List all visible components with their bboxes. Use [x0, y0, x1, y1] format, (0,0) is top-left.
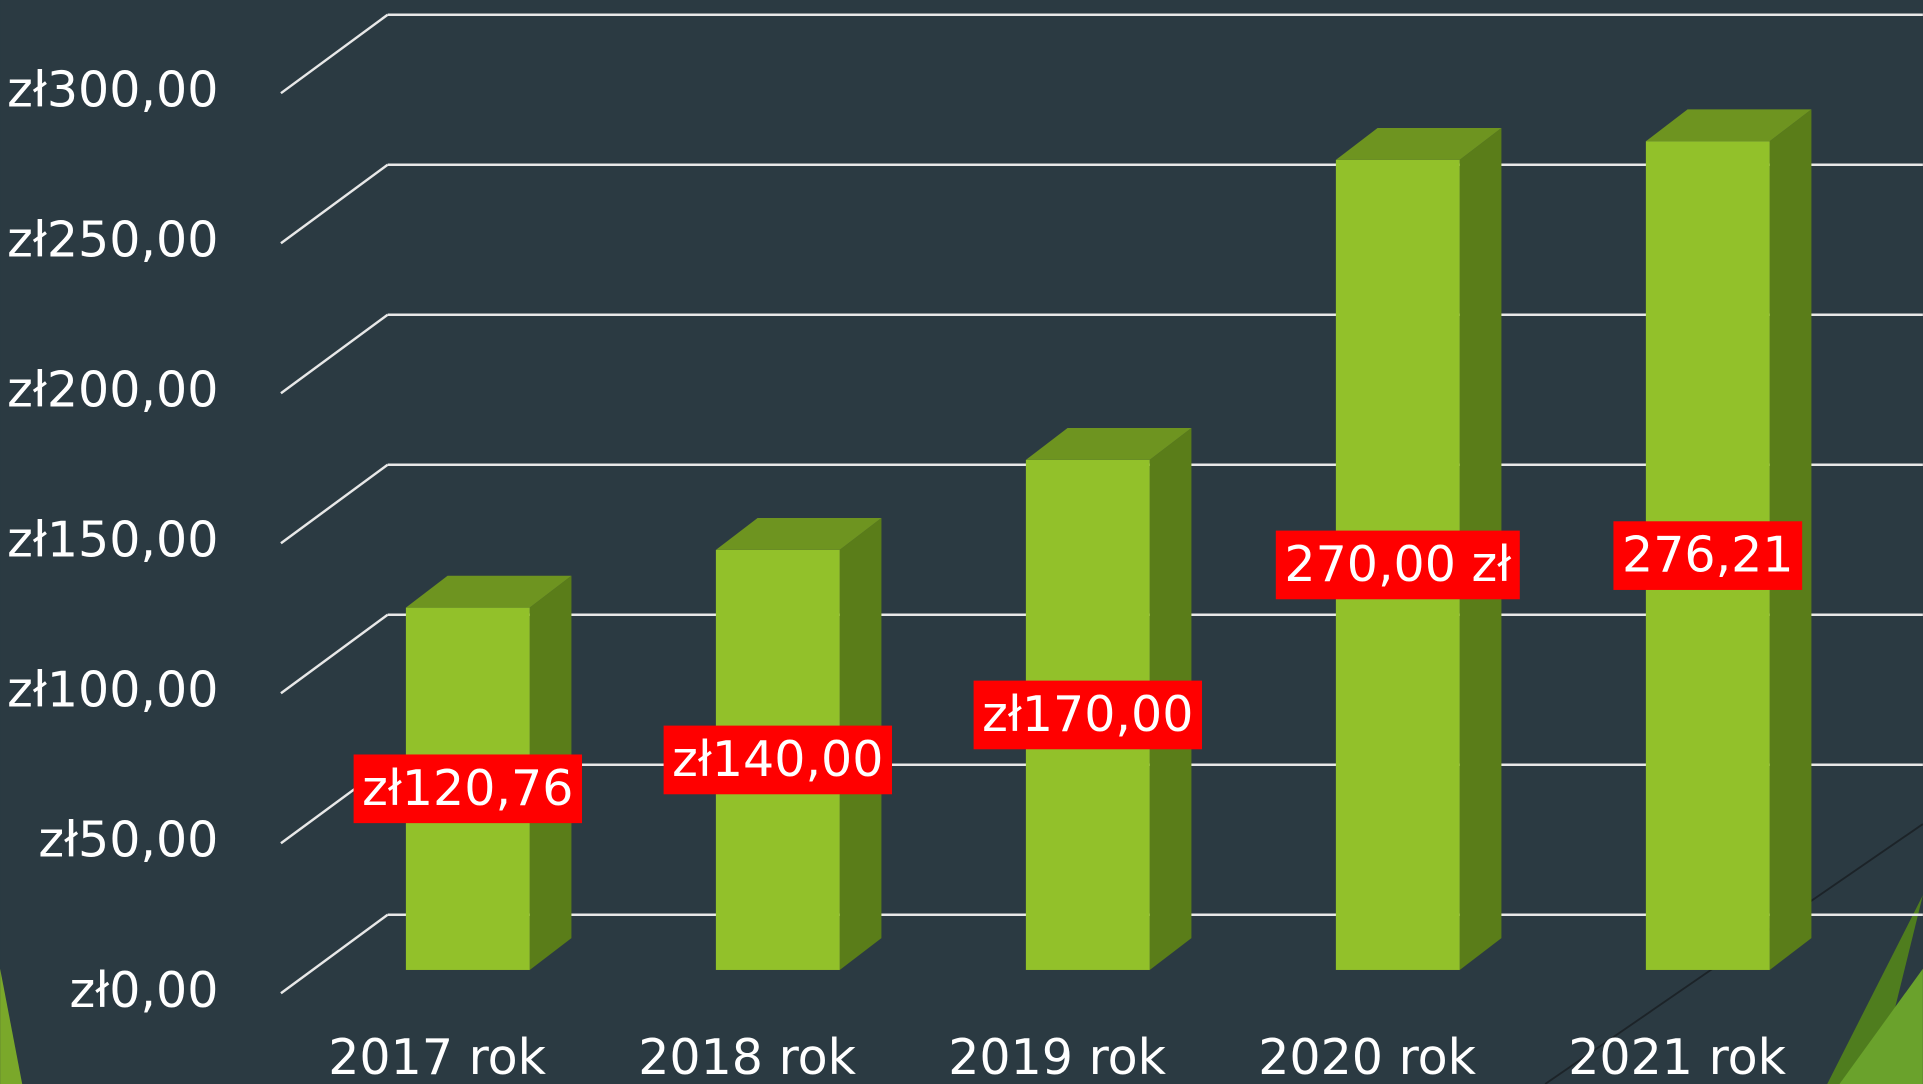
data-label: zł120,76 — [362, 759, 573, 817]
grid-line-side — [280, 613, 389, 695]
data-label: zł170,00 — [982, 685, 1193, 743]
bar-top — [715, 518, 882, 550]
bar-top — [1025, 428, 1192, 460]
y-tick-label: zł200,00 — [7, 361, 218, 419]
grid-line-side — [280, 163, 389, 245]
y-tick-label: zł150,00 — [7, 511, 218, 569]
x-tick-label: 2019 rok — [948, 1028, 1166, 1084]
y-tick-label: zł50,00 — [38, 811, 218, 869]
grid-line-side — [280, 463, 389, 545]
grid-line-side — [280, 313, 389, 395]
grid: zł0,00 zł50,00 zł100,00 zł150,00 zł200,00 zł2… — [7, 13, 1923, 1019]
data-label: 270,00 zł — [1284, 535, 1511, 593]
bar-top — [1645, 109, 1812, 142]
bar-top — [405, 575, 572, 608]
bars: zł120,76 2017 rok zł140,00 2018 rok zł170,00… — [328, 109, 1812, 1084]
x-tick-label: 2017 rok — [328, 1028, 546, 1084]
decoration — [1839, 968, 1923, 1084]
x-tick-label: 2018 rok — [638, 1028, 856, 1084]
grid-line-side — [280, 913, 389, 995]
data-label-bg — [353, 754, 583, 824]
x-tick-label: 2020 rok — [1258, 1028, 1476, 1084]
data-label: 276,21 — [1622, 526, 1794, 584]
x-tick-label: 2021 rok — [1568, 1028, 1786, 1084]
data-label-bg — [1275, 530, 1520, 600]
grid-line-side — [280, 13, 389, 95]
bar-top — [1335, 128, 1502, 160]
y-tick-label: zł250,00 — [7, 211, 218, 269]
y-tick-label: zł0,00 — [70, 961, 219, 1019]
data-label-bg — [1613, 521, 1803, 590]
data-label-bg — [663, 725, 893, 795]
data-label-bg — [973, 680, 1203, 750]
y-tick-label: zł100,00 — [7, 661, 218, 719]
y-tick-label: zł300,00 — [7, 61, 218, 119]
data-label: zł140,00 — [672, 730, 883, 788]
